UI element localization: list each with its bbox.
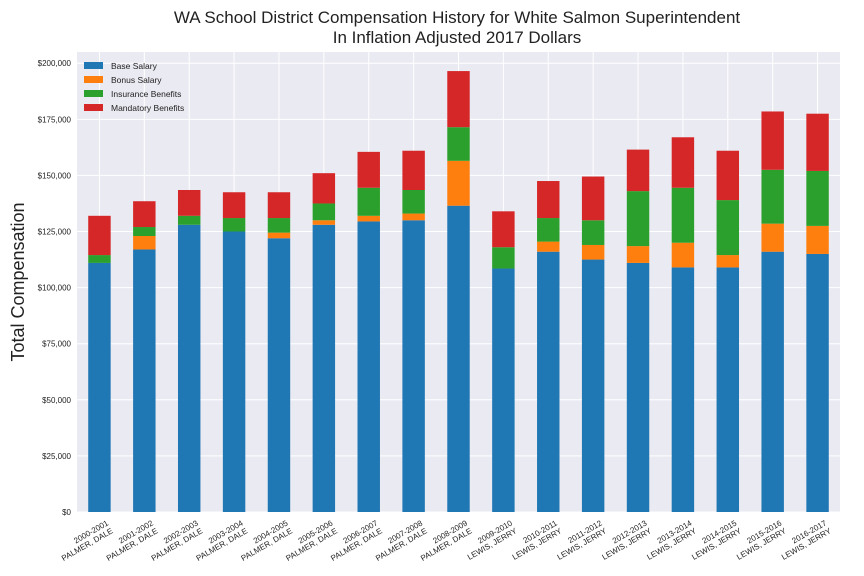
bar-segment-mandatory-benefits (806, 113, 829, 171)
legend-label: Insurance Benefits (111, 89, 181, 99)
bar-segment-insurance-benefits (133, 227, 156, 236)
y-tick-label: $125,000 (38, 228, 72, 237)
bar-segment-bonus-salary (626, 246, 650, 263)
y-tick-label: $50,000 (42, 396, 71, 405)
bar-segment-mandatory-benefits (537, 181, 560, 219)
bar-segment-mandatory-benefits (133, 201, 156, 228)
bar-segment-base-salary (312, 224, 336, 512)
legend-swatch (84, 62, 103, 69)
bar-segment-mandatory-benefits (671, 137, 695, 188)
bar-segment-base-salary (133, 249, 156, 512)
bar-segment-insurance-benefits (581, 220, 605, 245)
chart-title: WA School District Compensation History … (173, 8, 741, 27)
bar-segment-bonus-salary (537, 241, 560, 252)
y-axis: $0 $25,000 $50,000 $75,000 $100,000 $125,000 $… (38, 59, 72, 517)
y-tick-label: $175,000 (38, 115, 72, 124)
bar-segment-base-salary (626, 262, 650, 512)
legend: Base Salary Bonus Salary Insurance Benefit… (84, 61, 184, 113)
y-tick-label: $25,000 (42, 452, 71, 461)
legend-label: Base Salary (111, 61, 158, 71)
bar-segment-base-salary (492, 268, 515, 512)
bar-segment-base-salary (806, 253, 829, 512)
bar-segment-base-salary (88, 262, 111, 512)
bar-segment-base-salary (447, 205, 470, 512)
legend-swatch (84, 90, 103, 97)
bar-segment-mandatory-benefits (357, 151, 380, 188)
bar-segment-mandatory-benefits (177, 190, 201, 216)
legend-swatch (84, 104, 103, 111)
y-tick-label: $200,000 (38, 59, 72, 68)
bar-segment-base-salary (581, 259, 605, 512)
bar-segment-insurance-benefits (671, 187, 695, 243)
bar-segment-insurance-benefits (447, 127, 470, 161)
bar-segment-insurance-benefits (716, 200, 740, 256)
bar-segment-insurance-benefits (267, 218, 291, 233)
bar-segment-insurance-benefits (312, 203, 336, 221)
y-tick-label: $0 (62, 508, 71, 517)
bar-segment-mandatory-benefits (312, 173, 336, 204)
bar-segment-mandatory-benefits (267, 192, 291, 219)
bar-segment-base-salary (267, 238, 291, 512)
y-tick-label: $75,000 (42, 340, 71, 349)
bar-segment-bonus-salary (581, 244, 605, 260)
bar-segment-bonus-salary (357, 215, 380, 222)
chart-title-block: WA School District Compensation History … (0, 8, 864, 48)
bar-segment-mandatory-benefits (88, 215, 111, 256)
bar-segment-insurance-benefits (492, 247, 515, 269)
bar-segment-mandatory-benefits (447, 71, 470, 128)
bar-segment-insurance-benefits (88, 255, 111, 263)
bar-segment-bonus-salary (447, 160, 470, 206)
bar-segment-base-salary (177, 224, 201, 512)
bar-segment-base-salary (761, 251, 784, 512)
bar-segment-base-salary (716, 267, 740, 512)
bar-segment-bonus-salary (716, 255, 740, 268)
y-tick-label: $100,000 (38, 284, 72, 293)
bar-segment-insurance-benefits (177, 215, 201, 225)
bar-segment-insurance-benefits (357, 187, 380, 216)
bar-segment-mandatory-benefits (222, 192, 246, 219)
y-axis-label: Total Compensation (8, 202, 28, 361)
bar-segment-bonus-salary (761, 223, 784, 252)
bar-segment-mandatory-benefits (492, 211, 515, 248)
bar-segment-insurance-benefits (537, 218, 560, 242)
bar-segment-bonus-salary (133, 236, 156, 250)
bar-segment-base-salary (357, 221, 380, 513)
bar-segment-bonus-salary (267, 232, 291, 239)
bars (88, 71, 829, 513)
bar-segment-insurance-benefits (222, 218, 246, 232)
bar-segment-base-salary (671, 267, 695, 512)
legend-label: Bonus Salary (111, 75, 162, 85)
bar-segment-insurance-benefits (761, 169, 784, 224)
bar-segment-bonus-salary (312, 220, 336, 225)
legend-label: Mandatory Benefits (111, 103, 184, 113)
bar-segment-base-salary (537, 251, 560, 512)
bar-segment-insurance-benefits (806, 170, 829, 226)
bar-segment-mandatory-benefits (402, 150, 425, 190)
y-tick-label: $150,000 (38, 171, 72, 180)
bar-segment-bonus-salary (402, 213, 425, 221)
bar-segment-mandatory-benefits (626, 149, 650, 192)
legend-swatch (84, 76, 103, 83)
bar-segment-mandatory-benefits (761, 111, 784, 170)
chart-subtitle: In Inflation Adjusted 2017 Dollars (332, 28, 582, 47)
bar-segment-bonus-salary (806, 225, 829, 254)
bar-segment-mandatory-benefits (581, 176, 605, 221)
bar-segment-insurance-benefits (402, 190, 425, 214)
bar-segment-bonus-salary (671, 242, 695, 268)
bar-segment-insurance-benefits (626, 191, 650, 247)
bar-segment-base-salary (402, 220, 425, 513)
bar-segment-mandatory-benefits (716, 150, 740, 201)
bar-segment-base-salary (222, 231, 246, 512)
